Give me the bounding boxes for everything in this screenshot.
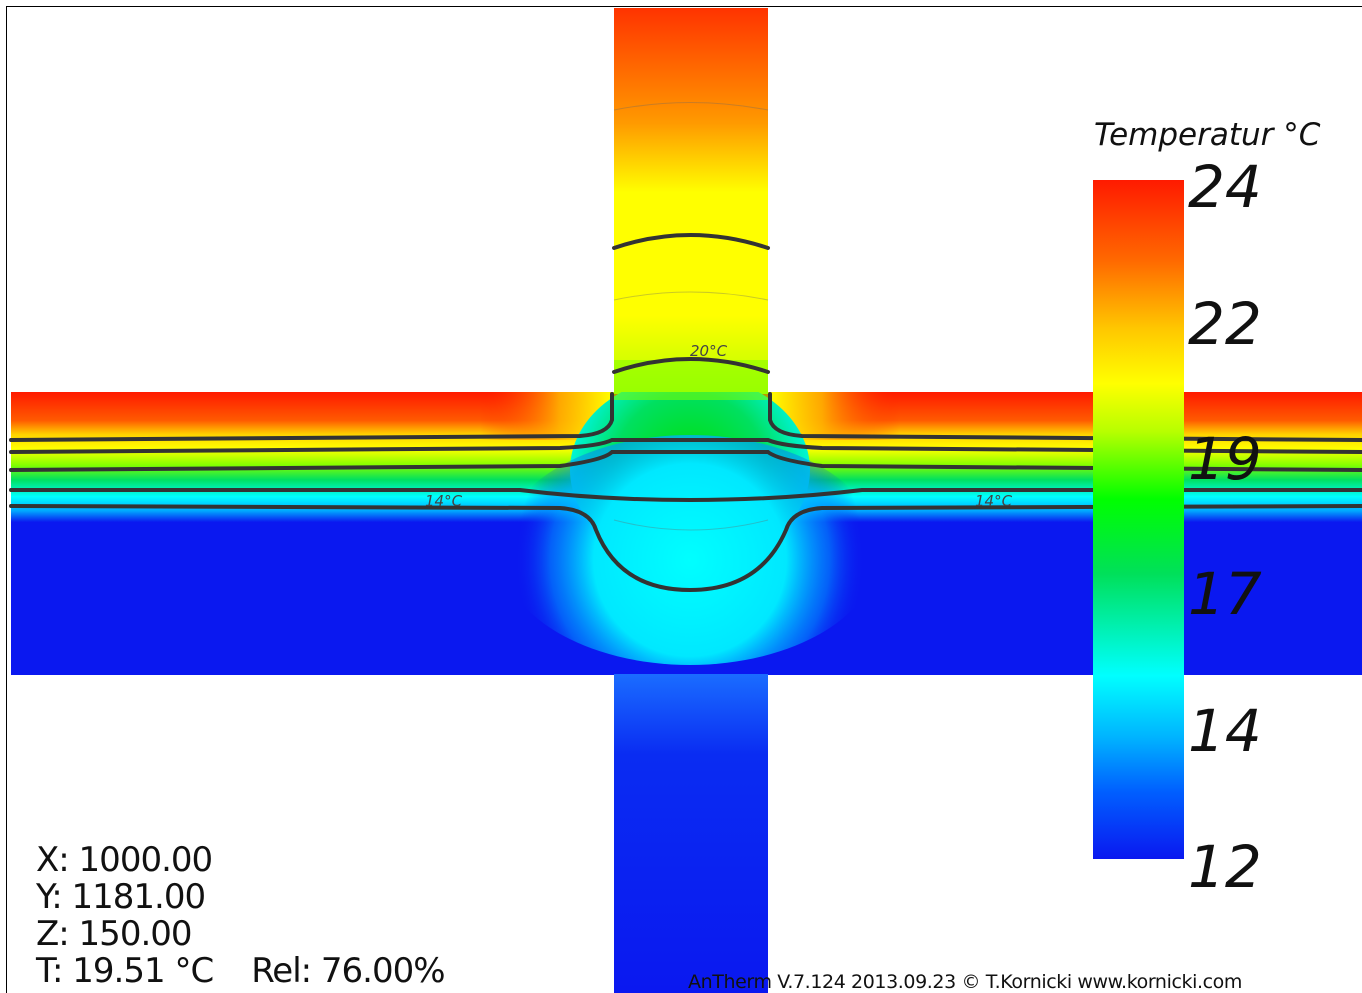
legend-color-bar: [1093, 180, 1184, 859]
readout-z: Z: 150.00: [36, 914, 193, 954]
isoline-wall-right: [768, 392, 1362, 442]
isoline-label-14c-left: 14°C: [425, 492, 463, 510]
readout-x: X: 1000.00: [36, 840, 213, 880]
readout-t-row: T: 19.51 °C Rel: 76.00%: [36, 951, 446, 991]
isoline-slab-2: [9, 450, 1362, 472]
legend-tick-19: 19: [1188, 425, 1262, 493]
isoline-20c: [612, 357, 770, 374]
isoline-label-20c: 20°C: [690, 342, 728, 360]
isoline-label-14c-right: 14°C: [975, 492, 1013, 510]
isoline-14c: [9, 504, 1362, 593]
isoline-slab-1: [9, 438, 1362, 454]
legend-tick-12: 12: [1188, 833, 1262, 901]
readout-temperature: T: 19.51 °C: [36, 951, 214, 991]
isoline-slab-3: [9, 488, 1362, 503]
footer-credit: AnTherm V.7.124 2013.09.23 © T.Kornicki …: [688, 971, 1242, 993]
legend-tick-24: 24: [1188, 153, 1262, 221]
legend-tick-17: 17: [1188, 560, 1262, 628]
plot-frame: [6, 6, 1362, 993]
isoline-wall-left: [9, 392, 614, 442]
readout-y: Y: 1181.00: [36, 877, 206, 917]
upper-wall: [614, 8, 768, 394]
legend-tick-22: 22: [1188, 290, 1262, 358]
lower-wall: [614, 674, 768, 993]
legend-tick-14: 14: [1188, 697, 1262, 765]
isoline-wall-upper: [612, 233, 770, 250]
readout-relative-humidity: Rel: 76.00%: [251, 951, 445, 991]
legend-title: Temperatur °C: [1094, 117, 1321, 153]
coordinate-readout: X: 1000.00 Y: 1181.00 Z: 150.00 T: 19.51…: [36, 840, 446, 991]
